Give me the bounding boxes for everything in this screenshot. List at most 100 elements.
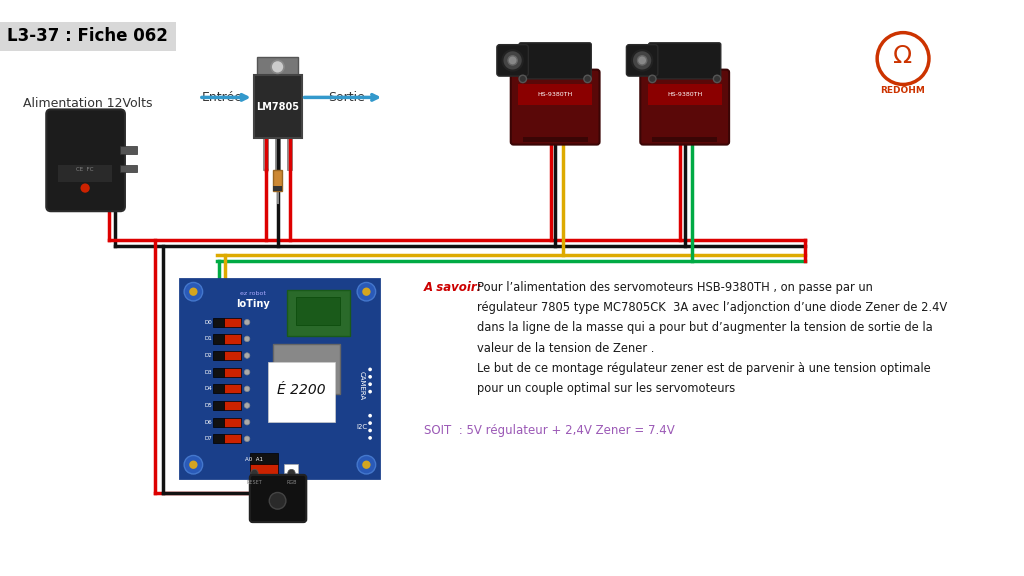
- Text: dans la ligne de la masse qui a pour but d’augmenter la tension de sortie de la: dans la ligne de la masse qui a pour but…: [477, 321, 933, 334]
- FancyBboxPatch shape: [519, 43, 591, 79]
- Circle shape: [714, 75, 721, 82]
- Circle shape: [632, 50, 652, 71]
- Text: A savoir:: A savoir:: [424, 281, 482, 294]
- Bar: [120, 146, 137, 154]
- Bar: [224, 384, 241, 393]
- Text: ez robot: ez robot: [240, 291, 265, 296]
- Circle shape: [357, 282, 376, 301]
- Circle shape: [245, 369, 250, 375]
- Text: D6: D6: [205, 420, 212, 425]
- Bar: [523, 137, 588, 142]
- Circle shape: [288, 469, 295, 477]
- Text: É 2200: É 2200: [278, 383, 326, 397]
- Circle shape: [189, 461, 198, 469]
- Polygon shape: [257, 56, 298, 77]
- Bar: [250, 464, 278, 475]
- Circle shape: [369, 390, 372, 393]
- Bar: [254, 75, 302, 138]
- Bar: [213, 384, 224, 393]
- Circle shape: [245, 320, 250, 325]
- FancyBboxPatch shape: [511, 70, 600, 145]
- Circle shape: [369, 382, 372, 386]
- Text: D2: D2: [205, 353, 212, 358]
- Bar: [213, 401, 224, 410]
- Text: Le but de ce montage régulateur zener est de parvenir à une tension optimale: Le but de ce montage régulateur zener es…: [477, 362, 931, 375]
- Text: LM7805: LM7805: [256, 101, 299, 112]
- FancyBboxPatch shape: [627, 45, 657, 76]
- Bar: [224, 367, 241, 377]
- Bar: [213, 334, 224, 343]
- Bar: [213, 418, 224, 427]
- Text: SOIT  : 5V régulateur + 2,4V Zener = 7.4V: SOIT : 5V régulateur + 2,4V Zener = 7.4V: [424, 424, 675, 437]
- Text: D3: D3: [205, 370, 212, 375]
- Text: D5: D5: [205, 403, 212, 408]
- Circle shape: [508, 56, 517, 65]
- Circle shape: [638, 56, 647, 65]
- Text: Entrée: Entrée: [202, 91, 243, 104]
- Circle shape: [245, 403, 250, 408]
- Bar: [224, 317, 241, 327]
- Circle shape: [369, 414, 372, 418]
- Bar: [213, 367, 224, 377]
- Bar: [274, 138, 281, 170]
- Circle shape: [81, 183, 90, 193]
- Circle shape: [369, 429, 372, 433]
- Text: régulateur 7805 type MC7805CK  3A avec l’adjonction d’une diode Zener de 2.4V: régulateur 7805 type MC7805CK 3A avec l’…: [477, 301, 947, 314]
- Text: CAMERA: CAMERA: [358, 370, 365, 400]
- Bar: [273, 343, 340, 395]
- Text: IoTiny: IoTiny: [236, 299, 269, 309]
- Bar: [273, 186, 283, 191]
- Bar: [58, 165, 112, 181]
- Circle shape: [245, 336, 250, 342]
- Bar: [250, 453, 278, 464]
- Bar: [287, 138, 293, 170]
- Text: Sortie: Sortie: [329, 91, 366, 104]
- Bar: [518, 85, 592, 105]
- Circle shape: [369, 436, 372, 439]
- Circle shape: [245, 353, 250, 358]
- Text: pour un couple optimal sur les servomoteurs: pour un couple optimal sur les servomote…: [477, 382, 735, 395]
- Text: Ω: Ω: [893, 44, 912, 68]
- Bar: [224, 334, 241, 343]
- Circle shape: [584, 75, 591, 82]
- Bar: [648, 85, 722, 105]
- Circle shape: [362, 461, 371, 469]
- FancyBboxPatch shape: [497, 45, 528, 76]
- Circle shape: [251, 469, 258, 477]
- Bar: [224, 418, 241, 427]
- Bar: [287, 290, 350, 336]
- Bar: [224, 401, 241, 410]
- Text: D1: D1: [205, 336, 212, 342]
- Text: REDOHM: REDOHM: [881, 86, 926, 95]
- Bar: [284, 464, 298, 473]
- Text: A0  A1: A0 A1: [245, 457, 263, 462]
- Bar: [213, 434, 224, 444]
- Text: D0: D0: [205, 320, 212, 325]
- Bar: [268, 362, 335, 422]
- Text: D7: D7: [205, 436, 212, 441]
- Text: valeur de la tension de Zener .: valeur de la tension de Zener .: [477, 342, 654, 355]
- Bar: [180, 279, 379, 478]
- Circle shape: [189, 287, 198, 296]
- Text: RESET: RESET: [247, 480, 262, 486]
- Text: L3-37 : Fiche 062: L3-37 : Fiche 062: [7, 27, 168, 46]
- Circle shape: [269, 492, 286, 509]
- FancyBboxPatch shape: [250, 475, 306, 522]
- Bar: [0, 21, 176, 51]
- Text: Alimentation 12Volts: Alimentation 12Volts: [24, 97, 153, 111]
- Text: HS-9380TH: HS-9380TH: [667, 92, 702, 97]
- Bar: [213, 317, 224, 327]
- Text: CE  FC: CE FC: [77, 167, 94, 172]
- Circle shape: [184, 282, 203, 301]
- Text: D4: D4: [205, 386, 212, 391]
- Circle shape: [369, 367, 372, 372]
- Circle shape: [245, 436, 250, 442]
- Bar: [652, 137, 717, 142]
- Circle shape: [519, 75, 526, 82]
- Circle shape: [245, 386, 250, 392]
- Circle shape: [503, 50, 523, 71]
- Circle shape: [271, 60, 284, 73]
- FancyBboxPatch shape: [640, 70, 729, 145]
- Bar: [213, 351, 224, 360]
- Circle shape: [369, 421, 372, 425]
